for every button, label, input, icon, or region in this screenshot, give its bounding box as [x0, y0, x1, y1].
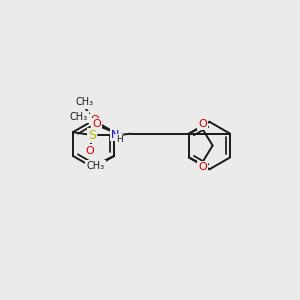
Text: O: O — [92, 119, 101, 129]
Text: CH₃: CH₃ — [70, 112, 88, 122]
Text: O: O — [198, 119, 207, 129]
Text: O: O — [90, 115, 99, 125]
Text: CH₃: CH₃ — [76, 98, 94, 107]
Text: H: H — [116, 135, 122, 144]
Text: N: N — [111, 130, 119, 140]
Text: S: S — [88, 129, 96, 142]
Text: O: O — [198, 162, 207, 172]
Text: O: O — [85, 146, 94, 156]
Text: CH₃: CH₃ — [86, 161, 104, 171]
